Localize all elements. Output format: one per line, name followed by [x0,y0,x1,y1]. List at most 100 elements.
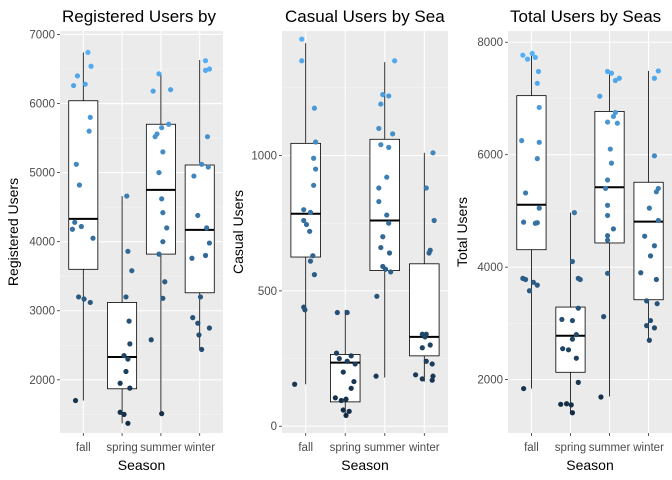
data-point [569,317,576,324]
data-point [90,235,96,241]
data-point [423,185,429,191]
data-point [123,294,129,300]
y-tick-label: 3000 [29,306,55,318]
y-axis-title: Total Users [454,197,470,267]
data-point [646,205,652,211]
y-axis-title: Casual Users [230,190,246,274]
data-point [604,119,611,125]
data-point [202,252,209,259]
data-point [522,190,529,196]
y-tick-label: 4000 [477,262,503,274]
y-tick-label: 2000 [29,375,55,387]
box-winter [409,152,440,382]
data-point [644,323,650,329]
data-point [647,253,654,259]
data-point [601,314,607,320]
data-point [386,93,392,99]
data-point [427,342,433,348]
data-point [378,244,384,251]
data-point [534,282,540,288]
x-tick-label-summer: summer [589,442,631,454]
data-point [312,166,319,172]
data-point [644,298,650,304]
data-point [333,350,340,356]
data-point [311,272,318,278]
x-tick-label-winter: winter [408,442,440,454]
data-point [76,294,82,300]
data-point [382,266,389,272]
data-point [559,316,565,323]
y-tick-label: 1000 [251,151,277,163]
data-point [86,128,92,134]
data-point [529,50,535,57]
data-point [651,75,658,81]
panel-2: 0 500 1000 fall spring summer winter Season Casu… [230,7,448,473]
data-point [604,237,611,243]
data-point [117,409,123,415]
data-point [520,52,526,58]
data-point [307,228,313,234]
x-tick-label-winter: winter [632,442,664,454]
data-point [195,212,201,219]
data-point [127,385,133,391]
data-point [521,385,527,392]
box-iqr [594,111,625,244]
box-summer [145,73,176,415]
panel-title: Total Users by Seas [510,7,661,26]
x-tick-label-summer: summer [364,442,406,454]
data-point [376,125,382,132]
panel-title: Registered Users by [62,7,217,26]
data-point [522,276,529,283]
data-point [608,70,615,76]
data-point [610,113,617,120]
data-point [85,49,91,56]
box-iqr [369,138,400,271]
data-point [87,114,93,120]
data-point [312,139,319,145]
data-point [129,268,135,274]
data-point [560,346,566,352]
data-point [423,358,429,364]
data-point [205,164,211,170]
data-point [653,276,659,283]
data-point [616,75,622,81]
data-point [189,255,195,261]
data-point [558,401,564,407]
data-point [419,345,425,351]
data-point [196,332,202,338]
data-point [334,309,340,316]
data-point [526,288,533,294]
data-point [568,402,574,408]
data-point [536,139,542,145]
x-tick-label-fall: fall [524,442,539,454]
x-axis-title: Season [118,457,165,473]
panel-title: Casual Users by Sea [285,7,445,26]
data-point [384,174,390,180]
box-fall [68,52,99,401]
x-axis-title: Season [341,457,388,473]
data-point [343,396,349,402]
data-point [125,248,131,254]
data-point [164,225,170,231]
data-point [160,149,166,155]
data-point [642,233,648,239]
data-point [378,101,384,107]
data-point [608,160,615,166]
data-point [292,381,298,387]
data-point [125,356,131,362]
box-fall [516,53,547,389]
y-axis-title: Registered Users [5,178,21,286]
data-point [569,258,576,265]
data-point [651,243,658,249]
data-point [307,258,314,264]
data-point [521,219,527,225]
data-point [430,373,436,379]
data-point [351,378,357,385]
box-iqr [633,181,664,301]
data-point [392,58,398,64]
data-point [604,177,611,183]
data-point [604,270,611,276]
data-point [348,385,354,391]
y-tick-label: 6000 [29,99,55,111]
data-point [419,376,425,382]
